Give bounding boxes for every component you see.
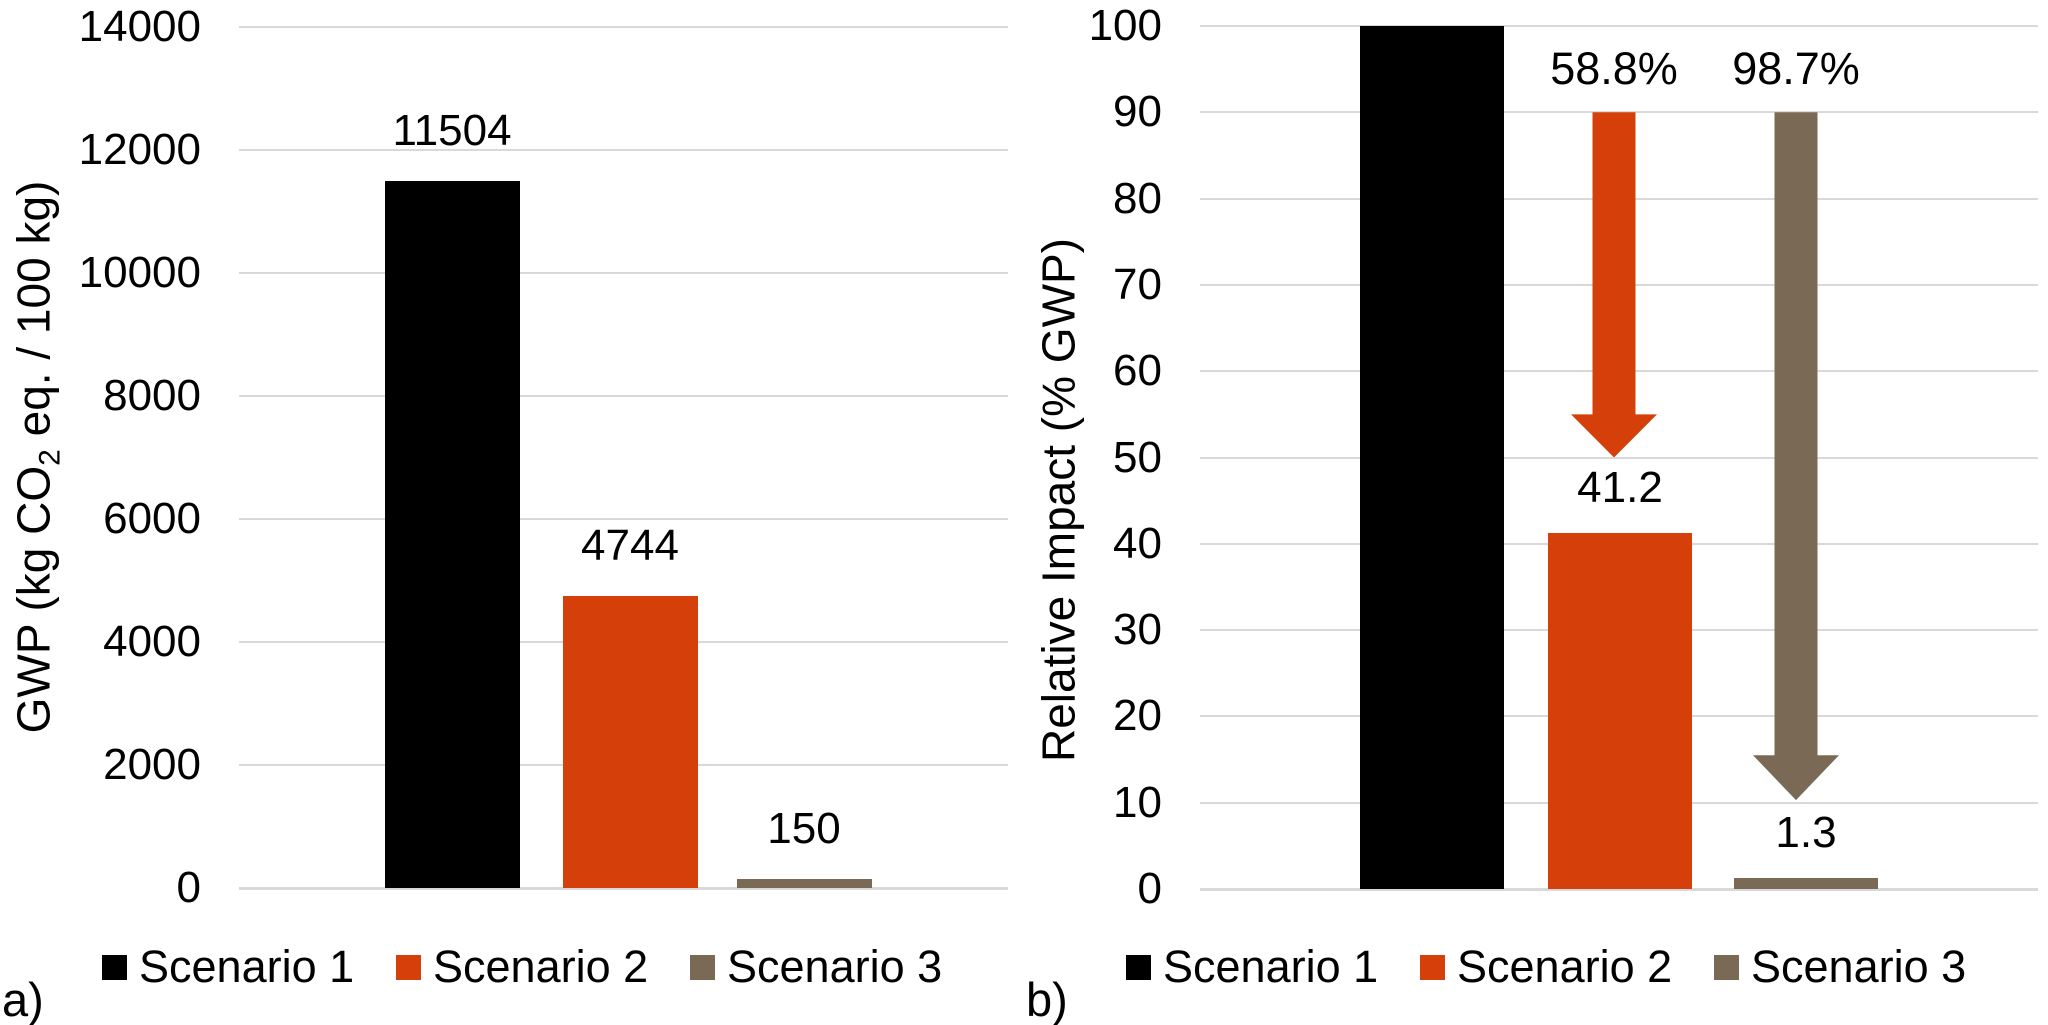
gridline (239, 26, 1008, 28)
y-tick-label: 0 (1137, 864, 1162, 913)
y-tick-label: 2000 (103, 740, 201, 789)
plot-area-a: 0 2000 4000 6000 8000 10000 12000 14000 11504 474… (78, 2, 1008, 912)
plot-area-b: 0 10 20 30 40 50 60 70 80 90 100 41.2 1.3 58.8% 98.7% (1024, 0, 2048, 1025)
y-tick-label: 10000 (78, 248, 201, 297)
bar-scenario-3 (736, 878, 872, 888)
gridline (1200, 370, 2038, 373)
reduction-arrow-scenario-2 (1571, 112, 1657, 458)
y-tick-label: 90 (1113, 87, 1162, 137)
y-tick-label: 8000 (103, 371, 201, 420)
y-tick-label: 80 (1113, 173, 1162, 223)
y-tick-label: 100 (1088, 1, 1162, 50)
bar-value-label: 4744 (581, 521, 679, 571)
gridline (239, 272, 1008, 274)
gridline (1200, 283, 2038, 286)
arrow-percent-label: 58.8% (1550, 43, 1678, 95)
gridline (1200, 197, 2038, 200)
bar-scenario-1 (1360, 26, 1504, 889)
y-tick-label: 60 (1113, 346, 1162, 396)
y-tick-label: 40 (1113, 518, 1162, 568)
x-axis-line (1200, 887, 2038, 891)
subscript-2: 2 (33, 449, 67, 466)
arrow-percent-label: 98.7% (1732, 43, 1860, 95)
bar-scenario-3 (1734, 877, 1878, 889)
bar-scenario-2 (562, 596, 698, 888)
x-axis-line (239, 886, 1008, 890)
chart-panel-b: 0 10 20 30 40 50 60 70 80 90 100 41.2 1.3 58.8% 98.7% … (1024, 0, 2048, 1025)
y-tick-label: 30 (1113, 605, 1162, 655)
gridline (1200, 25, 2038, 27)
bar-scenario-1 (384, 180, 520, 888)
gridline (239, 149, 1008, 151)
gridline (1200, 111, 2038, 114)
panel-letter-b: b) (1026, 973, 1068, 1025)
y-tick-label: 12000 (78, 125, 201, 174)
bar-value-label: 11504 (392, 105, 512, 155)
panel-letter-a: a) (2, 973, 44, 1025)
y-tick-label: 70 (1113, 259, 1162, 309)
y-axis-title-text: Relative Impact (% GWP) (1032, 238, 1085, 762)
y-tick-label: 0 (176, 863, 201, 912)
gridline (1200, 456, 2038, 459)
y-tick-label: 6000 (103, 494, 201, 543)
bar-scenario-2 (1548, 533, 1692, 889)
y-tick-label: 10 (1113, 777, 1162, 827)
gridline (239, 518, 1008, 520)
bar-value-label: 150 (767, 803, 841, 853)
bar-value-label: 41.2 (1577, 463, 1663, 513)
reduction-arrow-scenario-3 (1753, 112, 1839, 801)
gridline (239, 395, 1008, 397)
y-tick-label: 50 (1113, 432, 1162, 482)
bar-value-label: 1.3 (1775, 807, 1837, 857)
chart-panel-a: 0 2000 4000 6000 8000 10000 12000 14000 11504 474… (2, 2, 1008, 1025)
y-tick-label: 20 (1113, 691, 1162, 741)
y-tick-label: 14000 (78, 2, 201, 51)
y-tick-label: 4000 (103, 617, 201, 666)
y-axis-title-text: GWP (kg CO2 eq. / 100 kg) (7, 180, 67, 734)
